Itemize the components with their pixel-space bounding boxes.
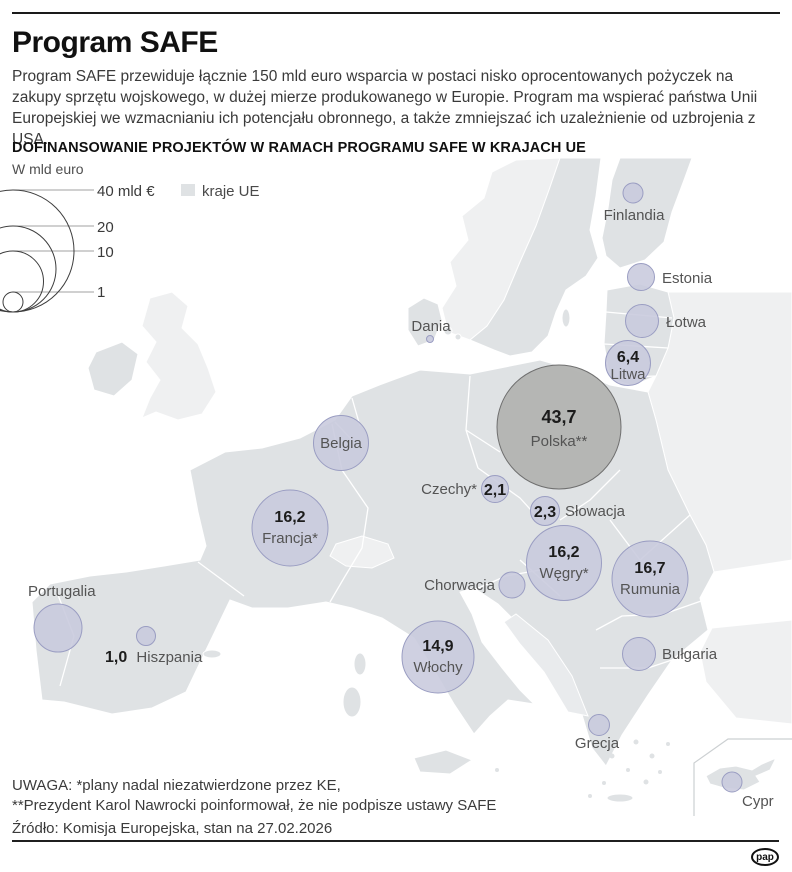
label-cyprus: Cypr <box>742 793 774 810</box>
map-shape-sweden <box>469 157 602 357</box>
value-france: 16,2 <box>274 509 305 526</box>
label-denmark: Dania <box>411 318 451 335</box>
bubble-slovakia: 2,3 Słowacja <box>530 496 626 526</box>
value-hungary: 16,2 <box>548 544 579 561</box>
label-portugal: Portugalia <box>28 583 96 600</box>
label-lithuania: Litwa <box>610 366 646 383</box>
value-spain: 1,0 <box>105 649 127 666</box>
map-shape-turkey <box>699 619 792 725</box>
top-rule <box>12 12 780 14</box>
bubble-croatia: Chorwacja <box>424 571 526 599</box>
area-legend: kraje UE <box>181 183 260 200</box>
bubble-czechia: 2,1 Czechy* <box>421 475 509 503</box>
bubble-cyprus: Cypr <box>721 771 774 810</box>
bubble-hungary: 16,2 Węgry* <box>526 525 602 601</box>
map-shape-corsica <box>353 652 367 676</box>
svg-text:1,0 Hiszpania: 1,0 Hiszpania <box>105 649 203 666</box>
label-latvia: Łotwa <box>666 314 707 331</box>
bubble-estonia: Estonia <box>627 263 713 291</box>
area-legend-label: kraje UE <box>202 183 260 200</box>
label-czechia: Czechy* <box>421 481 477 498</box>
map-shape-greek-islands <box>495 739 670 798</box>
country-bubbles: Finlandia Estonia Łotwa 6,4 Litwa Dania <box>28 182 774 810</box>
unit-label: W mld euro <box>12 161 84 177</box>
value-italy: 14,9 <box>422 638 453 655</box>
value-czechia: 2,1 <box>484 482 506 499</box>
label-croatia: Chorwacja <box>424 577 496 594</box>
bubble-portugal: Portugalia <box>28 583 96 653</box>
map-shape-denmark-island <box>443 326 453 336</box>
size-legend-label-40: 40 mld € <box>97 183 155 200</box>
map-shape-uk <box>141 291 217 421</box>
label-greece: Grecja <box>575 735 620 752</box>
map-shape-crete <box>606 793 634 803</box>
map-shape-finland <box>601 157 693 269</box>
bubble-belgium: Belgia <box>313 415 369 471</box>
bubble-poland: 43,7 Polska** <box>496 364 622 490</box>
label-france: Francja* <box>262 530 318 547</box>
label-italy: Włochy <box>413 659 463 676</box>
bubble-lithuania: 6,4 Litwa <box>605 340 651 386</box>
intro-paragraph: Program SAFE przewiduje łącznie 150 mld … <box>12 68 758 148</box>
bubble-france: 16,2 Francja* <box>251 489 329 567</box>
map-shape-sicily <box>413 749 474 775</box>
map-shape-ireland <box>87 341 139 397</box>
map-shape-switzerland <box>329 535 395 569</box>
bubble-bulgaria: Bułgaria <box>622 637 718 671</box>
label-belgium: Belgia <box>320 435 362 452</box>
eu-color-swatch <box>181 184 195 196</box>
map-shapes <box>31 157 792 816</box>
size-legend-label-10: 10 <box>97 244 114 261</box>
bubble-latvia: Łotwa <box>625 304 707 338</box>
map-shape-gotland <box>561 308 571 328</box>
value-lithuania: 6,4 <box>617 349 639 366</box>
size-legend-label-20: 20 <box>97 219 114 236</box>
bubble-finland: Finlandia <box>604 182 666 224</box>
label-poland: Polska** <box>531 433 588 450</box>
pap-logo: pap <box>751 848 779 866</box>
page-title: Program SAFE <box>12 26 218 59</box>
bubble-romania: 16,7 Rumunia <box>611 540 689 618</box>
footnote-2: **Prezydent Karol Nawrocki poinformował,… <box>12 797 497 814</box>
bubble-spain: 1,0 Hiszpania <box>105 626 203 666</box>
label-hungary: Węgry* <box>539 565 588 582</box>
size-legend: 40 mld € 20 10 1 <box>0 183 155 313</box>
size-legend-label-1: 1 <box>97 284 105 301</box>
label-finland: Finlandia <box>604 207 666 224</box>
label-slovakia: Słowacja <box>565 503 626 520</box>
map-shape-denmark-island2 <box>454 333 462 341</box>
map-subtitle: DOFINANSOWANIE PROJEKTÓW W RAMACH PROGRA… <box>12 140 586 156</box>
label-bulgaria: Bułgaria <box>662 646 718 663</box>
bubble-greece: Grecja <box>575 714 620 752</box>
label-estonia: Estonia <box>662 270 713 287</box>
value-poland: 43,7 <box>541 407 576 427</box>
value-slovakia: 2,3 <box>534 504 556 521</box>
map-shape-sardinia <box>342 686 362 718</box>
map-shape-west-balkans <box>503 613 589 717</box>
footnote-1: UWAGA: *plany nadal niezatwierdzone prze… <box>12 777 341 794</box>
label-spain: Hiszpania <box>136 649 203 666</box>
map-shape-balearics <box>202 649 222 659</box>
map-shape-denmark <box>407 297 443 347</box>
bottom-rule <box>12 840 779 842</box>
label-romania: Rumunia <box>620 581 681 598</box>
bubble-denmark: Dania <box>411 318 451 343</box>
source-line: Źródło: Komisja Europejska, stan na 27.0… <box>12 820 333 837</box>
bubble-italy: 14,9 Włochy <box>401 620 475 694</box>
value-romania: 16,7 <box>634 560 665 577</box>
